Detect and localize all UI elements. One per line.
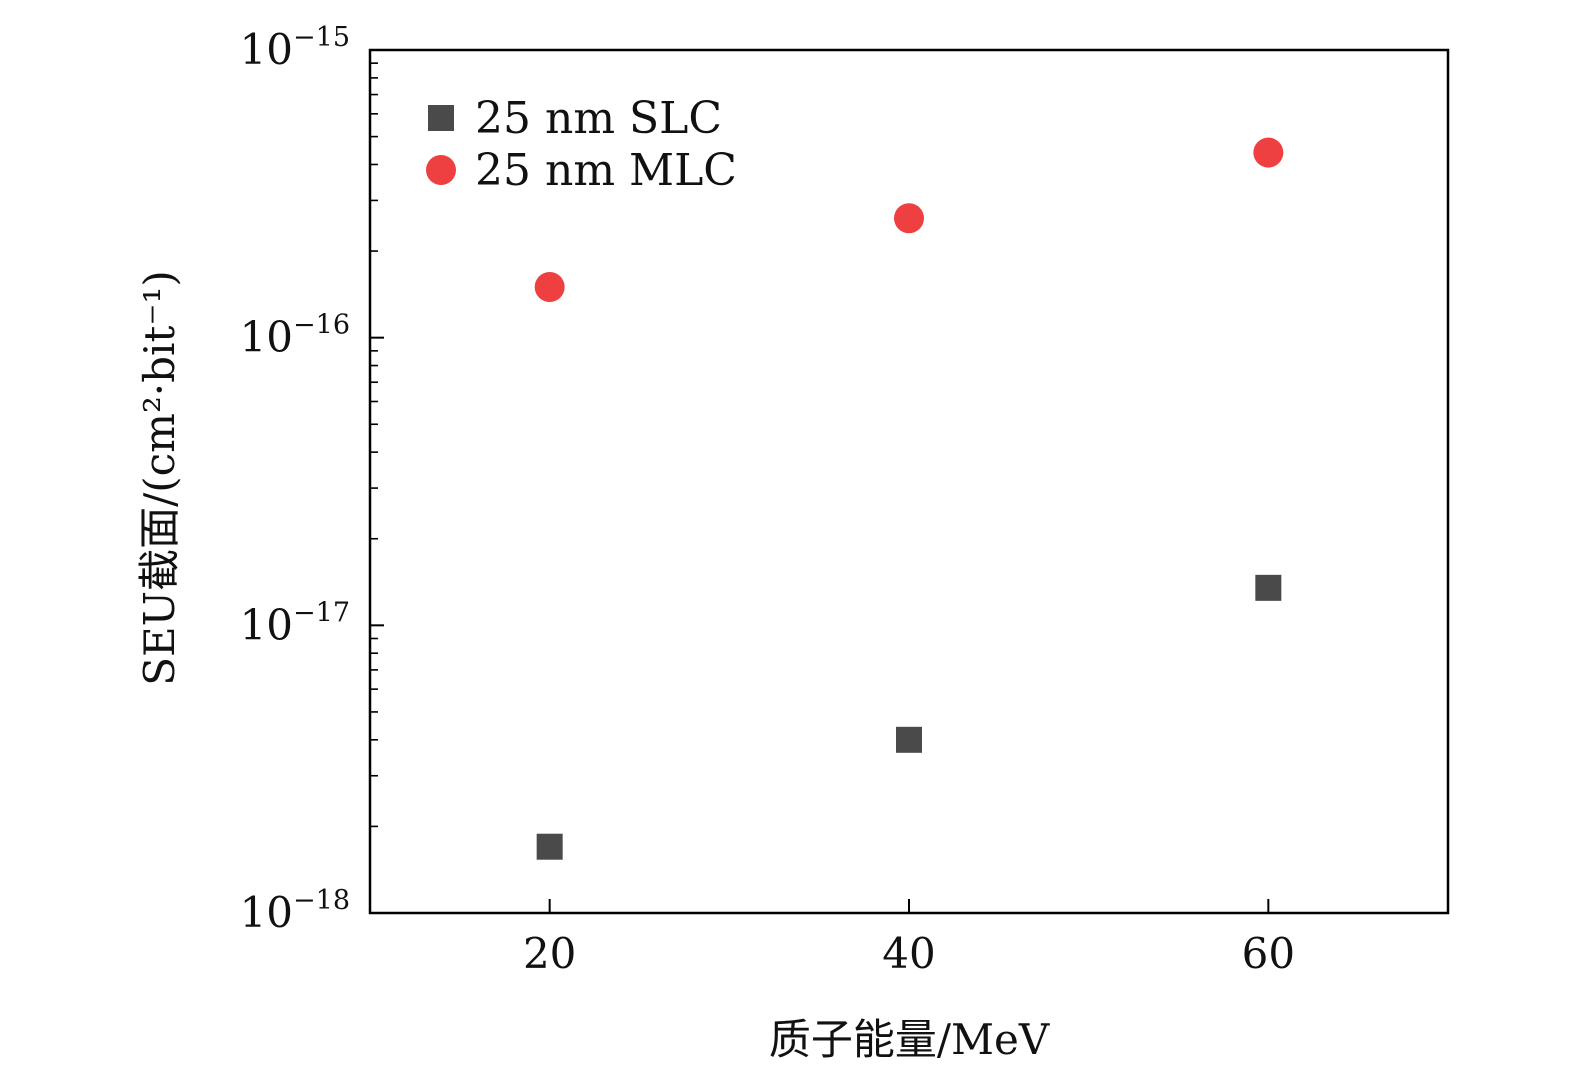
y-tick-label: 10−18	[240, 885, 350, 937]
y-tick-label: 10−16	[240, 310, 350, 362]
legend-marker-mlc	[426, 155, 456, 185]
mlc-point	[1253, 137, 1284, 168]
x-tick-label: 20	[523, 929, 576, 978]
mlc-point	[894, 203, 924, 234]
slc-point	[536, 833, 563, 860]
tick-labels: 20 40 60 10−18 10−17 10−16 10−15	[240, 22, 1295, 978]
x-tick-label: 60	[1242, 929, 1295, 978]
slc-point	[896, 726, 922, 753]
legend-label: 25 nm MLC	[475, 145, 737, 196]
x-tick-label: 40	[882, 929, 935, 978]
y-tick-label: 10−17	[240, 597, 350, 649]
legend-label: 25 nm SLC	[475, 93, 722, 144]
x-axis-label: 质子能量/MeV	[769, 1015, 1050, 1064]
mlc-point	[534, 272, 565, 303]
y-axis-label: SEU截面/(cm²·bit⁻¹)	[135, 270, 184, 686]
data-points	[534, 137, 1284, 860]
ticks	[370, 49, 1270, 914]
slc-point	[1255, 574, 1282, 601]
y-tick-label: 10−15	[240, 22, 350, 74]
legend-marker-slc	[428, 105, 454, 131]
